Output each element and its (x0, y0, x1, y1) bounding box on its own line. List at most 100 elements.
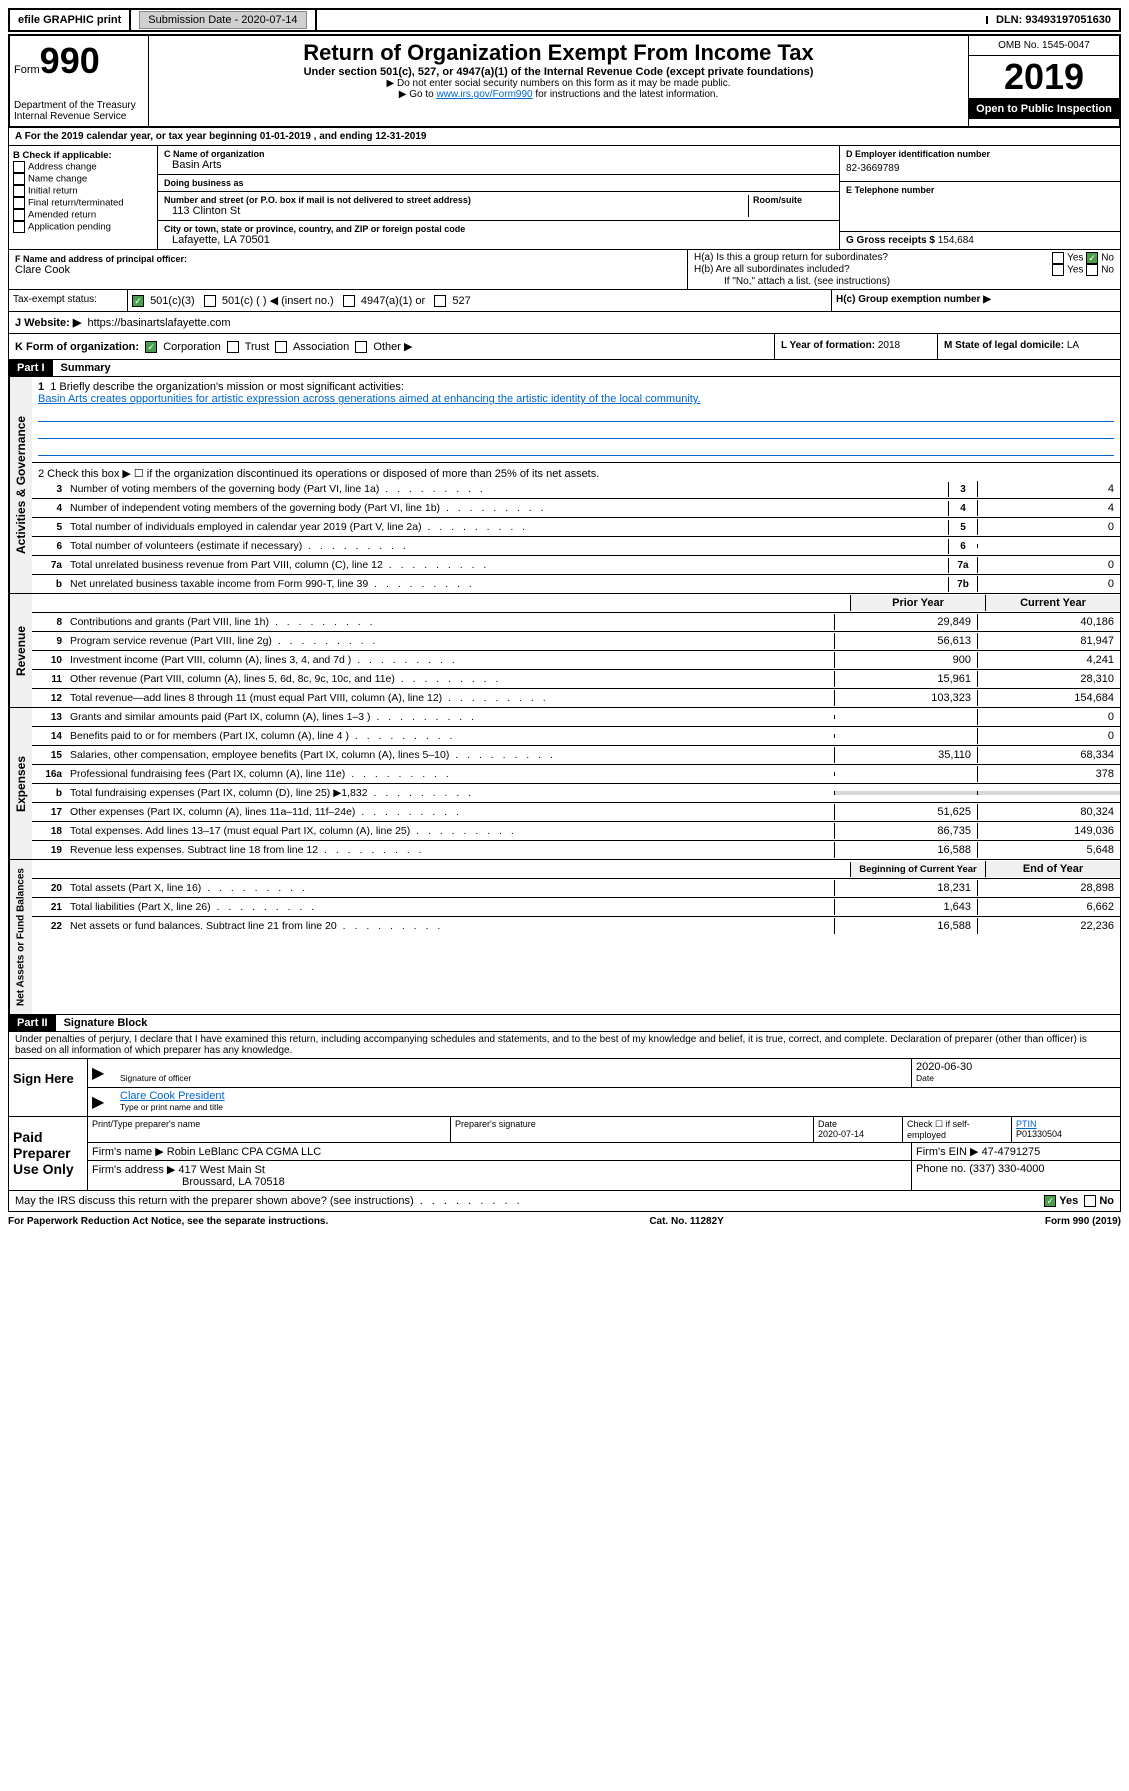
officer-label: F Name and address of principal officer: (15, 254, 681, 264)
form-label: Form (14, 64, 40, 76)
line-row: 21Total liabilities (Part X, line 26)1,6… (32, 898, 1120, 917)
footer-right: Form 990 (2019) (1045, 1216, 1121, 1227)
assoc-checkbox[interactable] (275, 341, 287, 353)
part1-title: Summary (53, 360, 119, 376)
end-year-header: End of Year (985, 861, 1120, 877)
begin-year-header: Beginning of Current Year (850, 862, 985, 877)
firm-name-label: Firm's name ▶ (92, 1146, 164, 1158)
city-value: Lafayette, LA 70501 (164, 234, 833, 246)
tax-year: 2019 (969, 56, 1119, 99)
firm-name-value: Robin LeBlanc CPA CGMA LLC (167, 1146, 321, 1158)
line2-text: 2 Check this box ▶ ☐ if the organization… (32, 463, 1120, 480)
line-row: 7aTotal unrelated business revenue from … (32, 556, 1120, 575)
revenue-section: Revenue Prior Year Current Year 8Contrib… (8, 594, 1121, 708)
footer-left: For Paperwork Reduction Act Notice, see … (8, 1216, 328, 1227)
final-return-checkbox[interactable] (13, 197, 25, 209)
name-change-checkbox[interactable] (13, 173, 25, 185)
line-row: 13Grants and similar amounts paid (Part … (32, 708, 1120, 727)
name-title-label: Type or print name and title (120, 1102, 1116, 1112)
527-checkbox[interactable] (434, 295, 446, 307)
line-row: bNet unrelated business taxable income f… (32, 575, 1120, 593)
other-checkbox[interactable] (355, 341, 367, 353)
governance-label: Activities & Governance (9, 377, 32, 593)
ssn-note: ▶ Do not enter social security numbers o… (153, 78, 964, 89)
top-bar: efile GRAPHIC print Submission Date - 20… (8, 8, 1121, 32)
501c-checkbox[interactable] (204, 295, 216, 307)
org-name-value: Basin Arts (164, 159, 833, 171)
firm-ein-value: 47-4791275 (982, 1146, 1041, 1158)
website-row: J Website: ▶ https://basinartslafayette.… (8, 312, 1121, 334)
trust-checkbox[interactable] (227, 341, 239, 353)
website-label: J Website: ▶ (15, 317, 81, 329)
discuss-row: May the IRS discuss this return with the… (8, 1191, 1121, 1212)
line-row: 10Investment income (Part VIII, column (… (32, 651, 1120, 670)
line-row: 14Benefits paid to or for members (Part … (32, 727, 1120, 746)
paid-preparer-label: Paid Preparer Use Only (9, 1117, 88, 1190)
state-domicile-label: M State of legal domicile: (944, 340, 1067, 351)
arrow-icon: ▶ (88, 1059, 116, 1087)
line-row: 6Total number of volunteers (estimate if… (32, 537, 1120, 556)
paid-preparer-section: Paid Preparer Use Only Print/Type prepar… (8, 1117, 1121, 1191)
part1-label: Part I (9, 360, 53, 376)
initial-return-checkbox[interactable] (13, 185, 25, 197)
line-row: 11Other revenue (Part VIII, column (A), … (32, 670, 1120, 689)
check-self-label: Check ☐ if self-employed (903, 1117, 1012, 1142)
sign-here-label: Sign Here (9, 1059, 88, 1116)
check-if-applicable-label: B Check if applicable: (13, 150, 153, 161)
irs-link[interactable]: www.irs.gov/Form990 (436, 89, 532, 100)
ha-no-checkbox[interactable]: ✓ (1086, 252, 1098, 264)
ha-label: H(a) Is this a group return for subordin… (694, 252, 888, 264)
line-row: 15Salaries, other compensation, employee… (32, 746, 1120, 765)
current-year-header: Current Year (985, 595, 1120, 611)
page-footer: For Paperwork Reduction Act Notice, see … (8, 1212, 1121, 1231)
prep-date-value: 2020-07-14 (818, 1129, 898, 1139)
line-row: 22Net assets or fund balances. Subtract … (32, 917, 1120, 935)
line-row: 3Number of voting members of the governi… (32, 480, 1120, 499)
discuss-no-checkbox[interactable] (1084, 1195, 1096, 1207)
name-title-value: Clare Cook President (120, 1090, 1116, 1102)
corp-checkbox[interactable]: ✓ (145, 341, 157, 353)
line-row: 16aProfessional fundraising fees (Part I… (32, 765, 1120, 784)
expenses-section: Expenses 13Grants and similar amounts pa… (8, 708, 1121, 860)
prep-name-label: Print/Type preparer's name (92, 1119, 446, 1129)
4947-checkbox[interactable] (343, 295, 355, 307)
address-change-checkbox[interactable] (13, 161, 25, 173)
declaration-text: Under penalties of perjury, I declare th… (8, 1032, 1121, 1059)
firm-addr1-value: 417 West Main St (178, 1164, 265, 1176)
part2-title: Signature Block (56, 1015, 156, 1031)
form-org-label: K Form of organization: (15, 341, 139, 353)
dba-label: Doing business as (164, 178, 833, 188)
part2-header: Part II Signature Block (8, 1015, 1121, 1032)
line-row: 17Other expenses (Part IX, column (A), l… (32, 803, 1120, 822)
city-label: City or town, state or province, country… (164, 224, 833, 234)
prep-date-label: Date (818, 1119, 898, 1129)
firm-phone-label: Phone no. (916, 1163, 969, 1175)
tax-exempt-row: Tax-exempt status: ✓ 501(c)(3) 501(c) ( … (8, 290, 1121, 312)
hc-label: H(c) Group exemption number ▶ (836, 294, 991, 305)
hb-no-checkbox[interactable] (1086, 264, 1098, 276)
footer-mid: Cat. No. 11282Y (649, 1216, 723, 1227)
row-a-tax-year: A For the 2019 calendar year, or tax yea… (8, 128, 1121, 146)
firm-addr-label: Firm's address ▶ (92, 1164, 175, 1176)
expenses-label: Expenses (9, 708, 32, 859)
sig-officer-label: Signature of officer (120, 1073, 907, 1083)
gross-receipts-value: 154,684 (938, 235, 974, 246)
501c3-checkbox[interactable]: ✓ (132, 295, 144, 307)
submission-button[interactable]: Submission Date - 2020-07-14 (139, 11, 306, 29)
governance-section: Activities & Governance 1 1 Briefly desc… (8, 377, 1121, 594)
line-row: 19Revenue less expenses. Subtract line 1… (32, 841, 1120, 859)
discuss-yes-checkbox[interactable]: ✓ (1044, 1195, 1056, 1207)
line1-label: 1 1 Briefly describe the organization's … (38, 381, 1114, 393)
sign-here-section: Sign Here ▶ Signature of officer 2020-06… (8, 1059, 1121, 1117)
line-row: bTotal fundraising expenses (Part IX, co… (32, 784, 1120, 803)
omb-number: OMB No. 1545-0047 (969, 36, 1119, 56)
form-header: Form990 Department of the Treasury Inter… (8, 34, 1121, 128)
firm-phone-value: (337) 330-4000 (969, 1163, 1044, 1175)
application-pending-checkbox[interactable] (13, 221, 25, 233)
ha-yes-checkbox[interactable] (1052, 252, 1064, 264)
phone-label: E Telephone number (846, 185, 1114, 195)
line-row: 5Total number of individuals employed in… (32, 518, 1120, 537)
hb-yes-checkbox[interactable] (1052, 264, 1064, 276)
amended-checkbox[interactable] (13, 209, 25, 221)
prior-year-header: Prior Year (850, 595, 985, 611)
